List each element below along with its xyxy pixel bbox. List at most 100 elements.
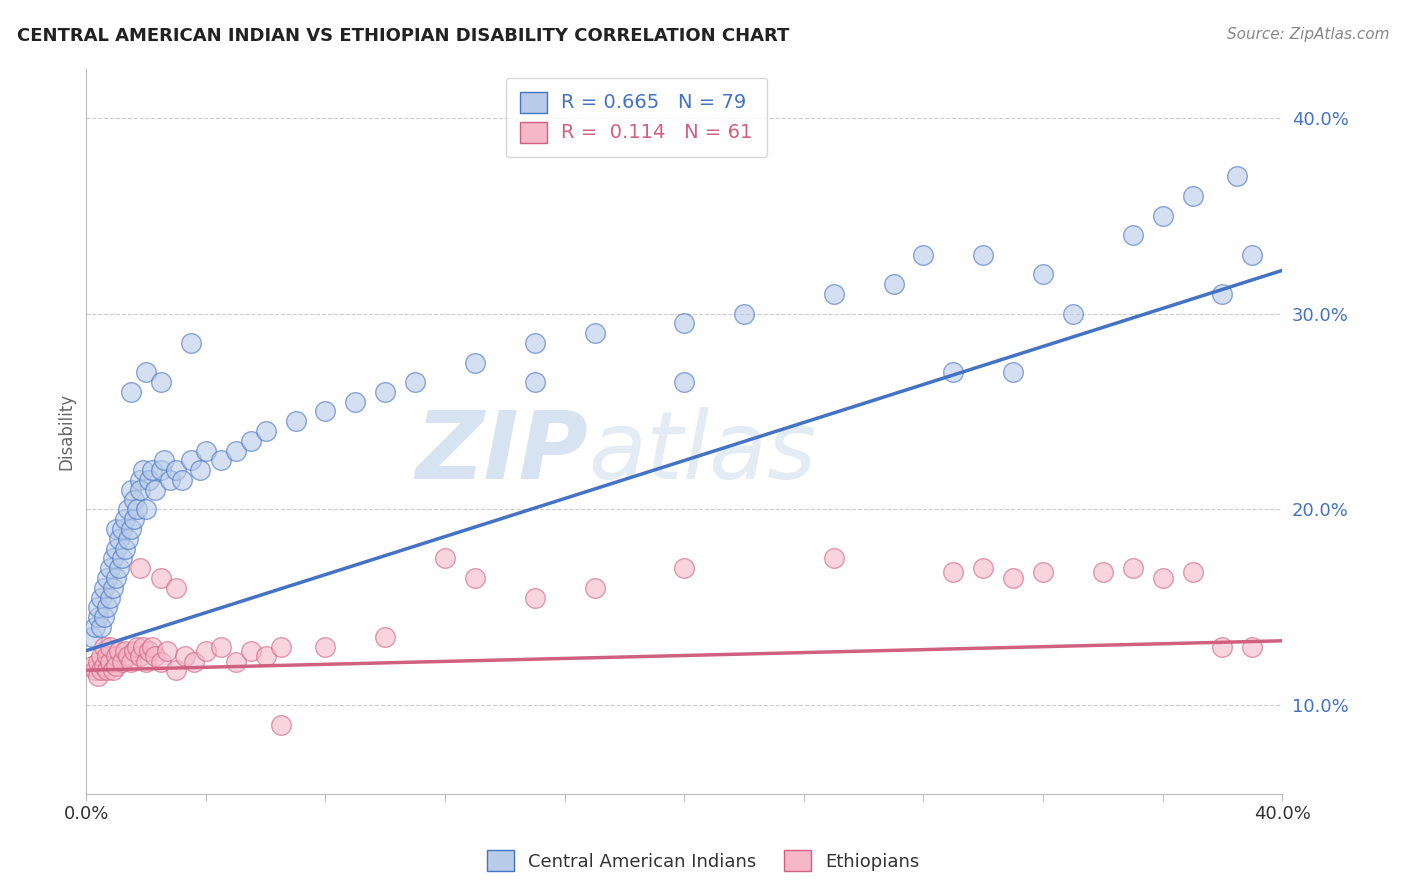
Point xyxy=(1002,365,1025,379)
Point xyxy=(111,656,134,670)
Point xyxy=(1122,228,1144,243)
Point xyxy=(111,551,134,566)
Y-axis label: Disability: Disability xyxy=(58,392,75,470)
Point xyxy=(117,532,139,546)
Point xyxy=(150,656,173,670)
Point xyxy=(108,532,131,546)
Point xyxy=(98,561,121,575)
Point xyxy=(129,473,152,487)
Point xyxy=(105,659,128,673)
Point xyxy=(82,659,104,673)
Point xyxy=(1091,565,1114,579)
Point xyxy=(1152,209,1174,223)
Point xyxy=(150,375,173,389)
Point xyxy=(132,463,155,477)
Point xyxy=(165,581,187,595)
Point xyxy=(165,463,187,477)
Point xyxy=(159,473,181,487)
Point xyxy=(583,581,606,595)
Point xyxy=(374,384,396,399)
Point xyxy=(1241,248,1264,262)
Point xyxy=(135,365,157,379)
Point xyxy=(374,630,396,644)
Point xyxy=(127,640,149,654)
Point xyxy=(1241,640,1264,654)
Text: Source: ZipAtlas.com: Source: ZipAtlas.com xyxy=(1226,27,1389,42)
Point xyxy=(170,473,193,487)
Point xyxy=(122,492,145,507)
Point xyxy=(108,643,131,657)
Point xyxy=(314,404,336,418)
Point xyxy=(122,643,145,657)
Point xyxy=(225,656,247,670)
Point xyxy=(344,394,367,409)
Point xyxy=(174,649,197,664)
Point xyxy=(93,640,115,654)
Point xyxy=(108,561,131,575)
Point xyxy=(98,640,121,654)
Point xyxy=(1181,565,1204,579)
Point xyxy=(254,424,277,438)
Text: atlas: atlas xyxy=(589,408,817,499)
Point xyxy=(138,473,160,487)
Point xyxy=(883,277,905,292)
Point xyxy=(673,316,696,330)
Point xyxy=(96,663,118,677)
Point xyxy=(1211,640,1233,654)
Point xyxy=(93,610,115,624)
Point xyxy=(523,375,546,389)
Point xyxy=(96,649,118,664)
Point xyxy=(1062,306,1084,320)
Point xyxy=(84,620,107,634)
Point xyxy=(93,581,115,595)
Legend: Central American Indians, Ethiopians: Central American Indians, Ethiopians xyxy=(479,843,927,879)
Point xyxy=(117,649,139,664)
Point xyxy=(117,502,139,516)
Point xyxy=(942,565,965,579)
Point xyxy=(823,551,845,566)
Point xyxy=(583,326,606,340)
Point xyxy=(194,443,217,458)
Point xyxy=(120,656,142,670)
Point xyxy=(87,669,110,683)
Point xyxy=(90,649,112,664)
Point xyxy=(1032,565,1054,579)
Point xyxy=(284,414,307,428)
Point xyxy=(143,649,166,664)
Point xyxy=(183,656,205,670)
Point xyxy=(105,649,128,664)
Point xyxy=(114,643,136,657)
Point xyxy=(194,643,217,657)
Point xyxy=(523,591,546,605)
Point xyxy=(1002,571,1025,585)
Point xyxy=(912,248,935,262)
Point xyxy=(111,522,134,536)
Point xyxy=(120,483,142,497)
Point xyxy=(239,643,262,657)
Point xyxy=(180,453,202,467)
Point xyxy=(87,610,110,624)
Point xyxy=(972,561,994,575)
Point xyxy=(314,640,336,654)
Point xyxy=(103,663,125,677)
Point xyxy=(823,286,845,301)
Point xyxy=(153,453,176,467)
Point xyxy=(156,643,179,657)
Point xyxy=(105,571,128,585)
Point xyxy=(1226,169,1249,184)
Point xyxy=(129,649,152,664)
Point xyxy=(132,640,155,654)
Point xyxy=(150,571,173,585)
Point xyxy=(188,463,211,477)
Point xyxy=(120,384,142,399)
Point xyxy=(270,640,292,654)
Legend: R = 0.665   N = 79, R =  0.114   N = 61: R = 0.665 N = 79, R = 0.114 N = 61 xyxy=(506,78,768,157)
Point xyxy=(103,551,125,566)
Point xyxy=(114,541,136,556)
Point xyxy=(129,483,152,497)
Point xyxy=(90,663,112,677)
Point xyxy=(98,591,121,605)
Point xyxy=(122,512,145,526)
Point xyxy=(673,561,696,575)
Point xyxy=(239,434,262,448)
